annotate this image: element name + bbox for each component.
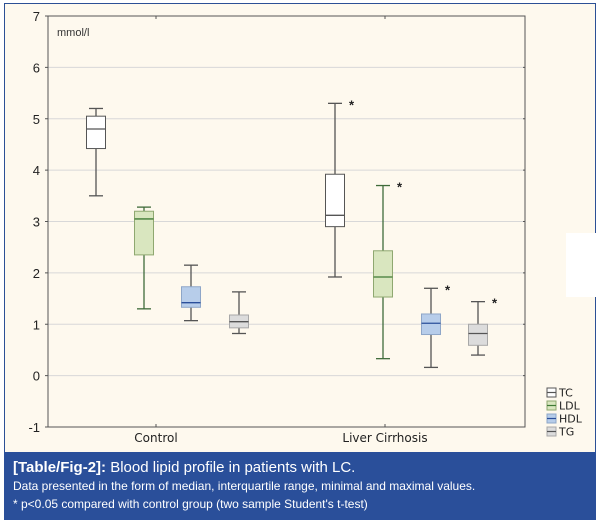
caption-title: Blood lipid profile in patients with LC. [106,459,356,476]
iqr-box [373,250,393,298]
y-tick-label: -1 [28,420,40,435]
box-plot-chart: -1 0 1 2 3 4 5 6 7 Control Liver Cirrhosis mmol/l… [28,9,583,445]
x-category-label: Liver Cirrhosis [342,431,427,445]
legend-item-hdl: HDL [546,413,583,426]
iqr-box [468,323,488,346]
iqr-box [86,115,106,150]
legend-item-tg: TG [546,426,574,439]
caption-label: [Table/Fig-2]: [13,459,107,476]
y-tick-label: 3 [33,215,40,230]
iqr-box [181,286,201,308]
box-hdl-liver-cirrhosis: * [421,282,451,369]
y-tick-label: 2 [33,266,40,281]
y-tick-label: 4 [33,163,40,178]
y-tick-label: 6 [33,60,40,75]
legend-item-tc: TC [546,387,573,400]
legend-label: LDL [559,400,581,413]
significance-marker: * [492,296,498,311]
caption-title-line: [Table/Fig-2]: Blood lipid profile in pa… [13,458,596,477]
legend-label: HDL [559,413,583,426]
significance-marker: * [349,97,355,112]
y-tick-label: 1 [33,317,40,332]
gridlines [48,66,525,377]
figure-panel [4,3,596,520]
boxes: * * * * [86,97,498,369]
box-tc-liver-cirrhosis: * [325,97,355,278]
y-tick-label: 0 [33,369,40,384]
box-tc-control [86,107,106,197]
legend-item-ldl: LDL [546,400,581,413]
significance-marker: * [397,180,403,195]
iqr-box [134,210,154,256]
figure-caption: [Table/Fig-2]: Blood lipid profile in pa… [4,452,596,520]
y-tick-label: 5 [33,112,40,127]
y-axis: -1 0 1 2 3 4 5 6 7 [28,9,525,435]
box-hdl-control [181,264,201,322]
box-ldl-control [134,206,154,310]
box-tg-control [229,291,249,335]
legend-label: TC [558,387,573,400]
legend-label: TG [558,426,574,439]
unit-label: mmol/l [57,27,89,39]
iqr-box [325,173,345,228]
box-ldl-liver-cirrhosis: * [373,180,403,360]
box-tg-liver-cirrhosis: * [468,296,498,356]
caption-significance-note: * p<0.05 compared with control group (tw… [13,497,368,511]
background-patch [566,233,596,297]
x-axis: Control Liver Cirrhosis [134,16,428,445]
iqr-box [421,313,441,336]
significance-marker: * [445,282,451,297]
y-tick-label: 7 [33,9,40,24]
x-category-label: Control [134,431,177,445]
caption-description: Data presented in the form of median, in… [13,479,476,493]
